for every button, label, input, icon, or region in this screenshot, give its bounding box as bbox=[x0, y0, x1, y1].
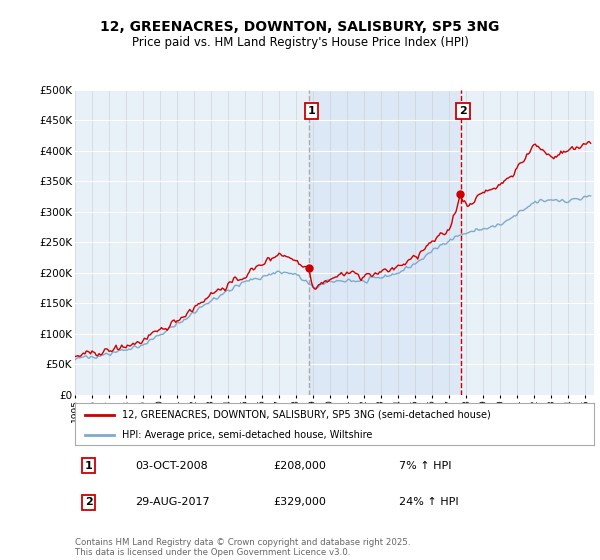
Text: £208,000: £208,000 bbox=[273, 461, 326, 471]
Bar bbox=[309, 90, 461, 395]
Text: HPI: Average price, semi-detached house, Wiltshire: HPI: Average price, semi-detached house,… bbox=[122, 430, 372, 440]
Text: 12, GREENACRES, DOWNTON, SALISBURY, SP5 3NG (semi-detached house): 12, GREENACRES, DOWNTON, SALISBURY, SP5 … bbox=[122, 410, 490, 420]
Text: 1: 1 bbox=[85, 461, 92, 471]
Text: 1: 1 bbox=[308, 106, 316, 116]
Text: 03-OCT-2008: 03-OCT-2008 bbox=[135, 461, 208, 471]
Text: 2: 2 bbox=[459, 106, 467, 116]
Text: 7% ↑ HPI: 7% ↑ HPI bbox=[399, 461, 452, 471]
Text: 2: 2 bbox=[85, 497, 92, 507]
Text: 12, GREENACRES, DOWNTON, SALISBURY, SP5 3NG: 12, GREENACRES, DOWNTON, SALISBURY, SP5 … bbox=[100, 20, 500, 34]
Text: Price paid vs. HM Land Registry's House Price Index (HPI): Price paid vs. HM Land Registry's House … bbox=[131, 36, 469, 49]
Text: 24% ↑ HPI: 24% ↑ HPI bbox=[399, 497, 458, 507]
Text: £329,000: £329,000 bbox=[273, 497, 326, 507]
Text: Contains HM Land Registry data © Crown copyright and database right 2025.
This d: Contains HM Land Registry data © Crown c… bbox=[75, 538, 410, 557]
Text: 29-AUG-2017: 29-AUG-2017 bbox=[135, 497, 209, 507]
